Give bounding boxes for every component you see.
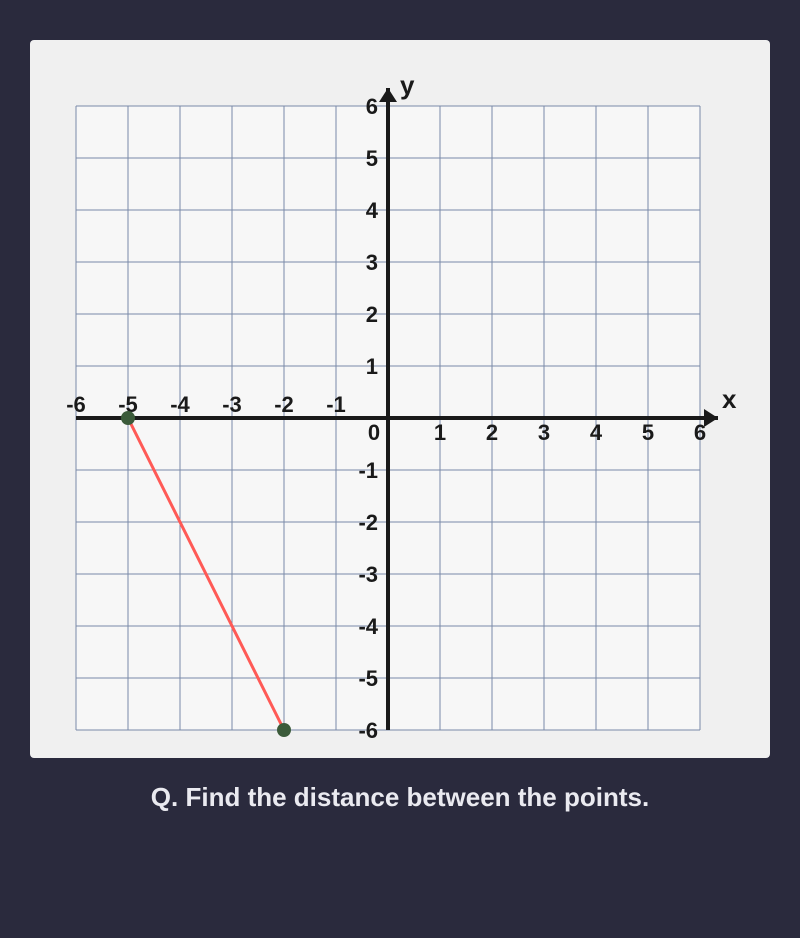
- question-body: Find the distance between the points.: [185, 782, 649, 812]
- svg-text:-5: -5: [358, 666, 378, 691]
- svg-text:0: 0: [368, 420, 380, 445]
- svg-text:2: 2: [486, 420, 498, 445]
- svg-text:-3: -3: [358, 562, 378, 587]
- svg-text:5: 5: [642, 420, 654, 445]
- svg-text:3: 3: [366, 250, 378, 275]
- svg-text:5: 5: [366, 146, 378, 171]
- coordinate-grid-chart: -6-5-4-3-2-11234560123456-1-2-3-4-5-6xy: [58, 64, 742, 748]
- question-text: Q. Find the distance between the points.: [151, 782, 649, 813]
- svg-text:6: 6: [694, 420, 706, 445]
- svg-text:6: 6: [366, 94, 378, 119]
- svg-text:1: 1: [366, 354, 378, 379]
- chart-card: -6-5-4-3-2-11234560123456-1-2-3-4-5-6xy: [30, 40, 770, 758]
- svg-text:-1: -1: [358, 458, 378, 483]
- svg-text:-6: -6: [358, 718, 378, 743]
- svg-text:-2: -2: [274, 392, 294, 417]
- svg-text:-1: -1: [326, 392, 346, 417]
- svg-text:y: y: [400, 70, 415, 100]
- svg-text:4: 4: [366, 198, 379, 223]
- page-frame: -6-5-4-3-2-11234560123456-1-2-3-4-5-6xy …: [0, 0, 800, 938]
- question-prefix: Q.: [151, 782, 178, 812]
- svg-text:2: 2: [366, 302, 378, 327]
- svg-text:-4: -4: [358, 614, 378, 639]
- svg-text:4: 4: [590, 420, 603, 445]
- svg-text:-6: -6: [66, 392, 86, 417]
- svg-text:-2: -2: [358, 510, 378, 535]
- svg-text:x: x: [722, 384, 737, 414]
- svg-text:-3: -3: [222, 392, 242, 417]
- svg-text:1: 1: [434, 420, 446, 445]
- svg-text:3: 3: [538, 420, 550, 445]
- svg-text:-4: -4: [170, 392, 190, 417]
